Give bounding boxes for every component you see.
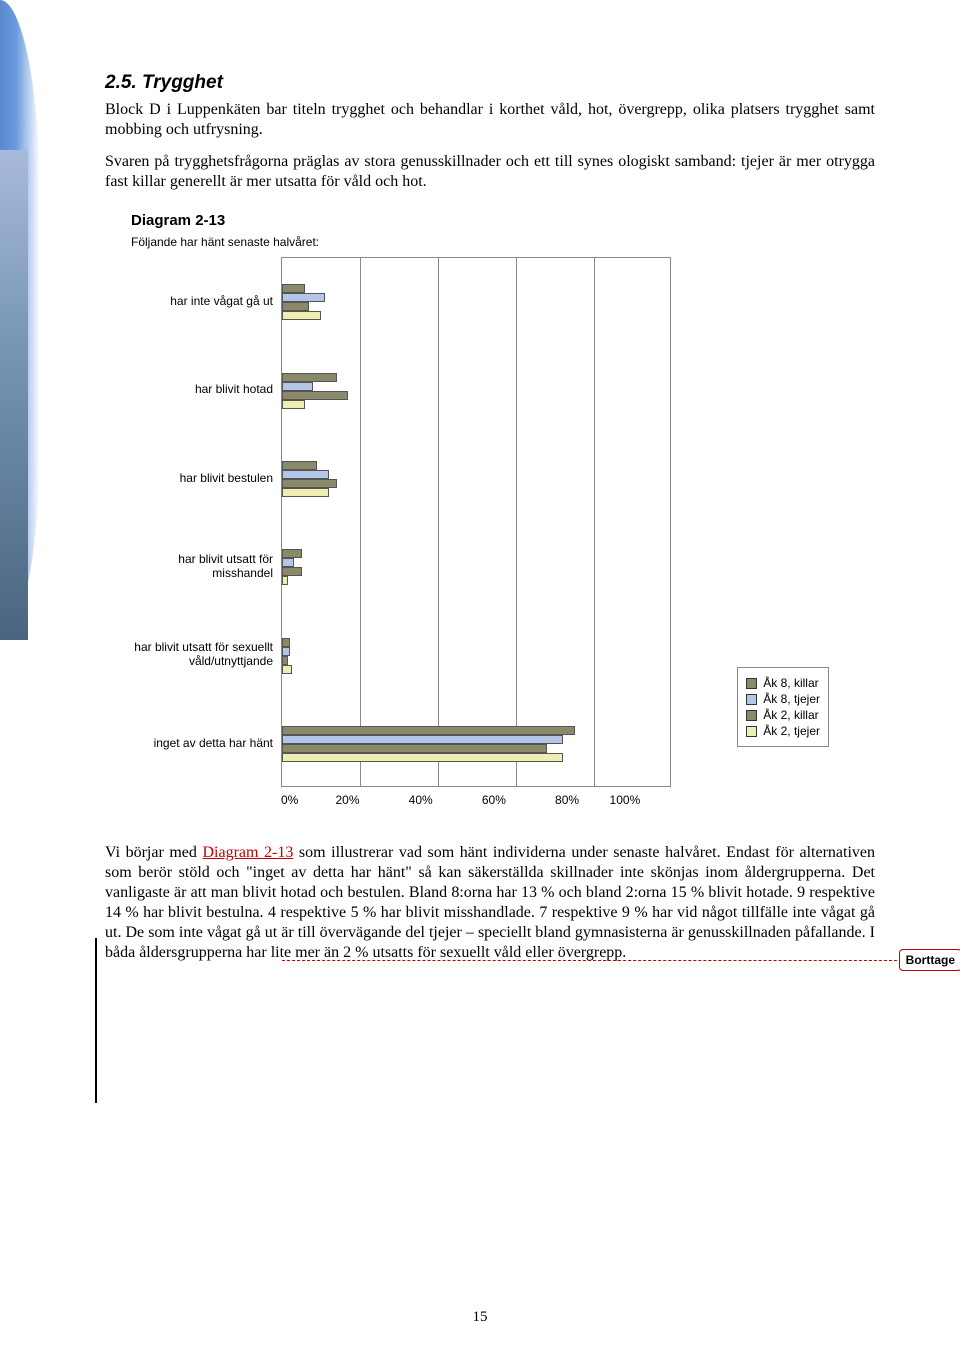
chart-bar xyxy=(282,576,288,585)
x-axis-tick: 0% xyxy=(281,793,298,807)
chart-container: Diagram 2-13 Följande har hänt senaste h… xyxy=(131,212,829,817)
legend-area: Åk 8, killar Åk 8, tjejer Åk 2, killar Åk 2… xyxy=(671,257,829,787)
diagram-link[interactable]: Diagram 2-13 xyxy=(202,844,293,861)
comment-label: Borttage xyxy=(906,953,955,967)
x-axis-tick: 60% xyxy=(482,793,506,807)
chart-bar xyxy=(282,726,575,735)
page-content: 2.5. Trygghet Block D i Luppenkäten bar … xyxy=(105,72,875,975)
chart-bar xyxy=(282,665,292,674)
gridline xyxy=(516,258,517,786)
section-heading: 2.5. Trygghet xyxy=(105,72,875,94)
y-axis-category-label: har blivit hotad xyxy=(131,345,273,433)
intro-paragraph-2: Svaren på trygghetsfrågorna präglas av s… xyxy=(105,152,875,192)
body-prefix: Vi börjar med xyxy=(105,844,202,861)
body-text-block: Vi börjar med Diagram 2-13 som illustrer… xyxy=(105,843,875,963)
revision-mark xyxy=(95,938,97,1103)
y-axis-category-label: inget av detta har hänt xyxy=(131,699,273,787)
legend-label: Åk 8, killar xyxy=(763,676,818,690)
legend-row: Åk 8, tjejer xyxy=(746,692,820,706)
page-photo-strip xyxy=(0,150,28,640)
x-axis-tick: 80% xyxy=(555,793,579,807)
chart-bar xyxy=(282,567,302,576)
legend-row: Åk 8, killar xyxy=(746,676,820,690)
chart-bar xyxy=(282,461,317,470)
legend-label: Åk 2, tjejer xyxy=(763,724,820,738)
chart-bar xyxy=(282,488,329,497)
chart-bar xyxy=(282,400,305,409)
chart-bar xyxy=(282,558,294,567)
chart-bar xyxy=(282,647,290,656)
y-axis-labels: har inte vågat gå uthar blivit hotadhar … xyxy=(131,257,281,787)
legend-swatch xyxy=(746,678,757,689)
comment-bubble[interactable]: Borttage xyxy=(899,949,960,971)
gridline xyxy=(360,258,361,786)
x-axis-tick: 100% xyxy=(610,793,641,807)
legend-swatch xyxy=(746,694,757,705)
legend-swatch xyxy=(746,710,757,721)
chart-bar xyxy=(282,638,290,647)
legend-row: Åk 2, tjejer xyxy=(746,724,820,738)
chart-bar xyxy=(282,382,313,391)
chart-legend: Åk 8, killar Åk 8, tjejer Åk 2, killar Åk 2… xyxy=(737,667,829,747)
chart-bar xyxy=(282,373,337,382)
page-number: 15 xyxy=(473,1309,488,1326)
comment-connector xyxy=(282,960,912,961)
chart-bar xyxy=(282,293,325,302)
legend-swatch xyxy=(746,726,757,737)
gridline xyxy=(594,258,595,786)
body-after: som illustrerar vad som hänt individerna… xyxy=(105,844,875,961)
chart-title: Diagram 2-13 xyxy=(131,212,829,229)
chart-bar xyxy=(282,549,302,558)
x-axis-tick: 20% xyxy=(335,793,359,807)
chart-plot-wrap: har inte vågat gå uthar blivit hotadhar … xyxy=(131,257,829,787)
chart-subtitle: Följande har hänt senaste halvåret: xyxy=(131,235,829,249)
chart-plot-area xyxy=(281,257,671,787)
chart-bar xyxy=(282,470,329,479)
analysis-paragraph: Vi börjar med Diagram 2-13 som illustrer… xyxy=(105,843,875,963)
y-axis-category-label: har blivit bestulen xyxy=(131,434,273,522)
chart-bar xyxy=(282,744,547,753)
y-axis-category-label: har inte vågat gå ut xyxy=(131,257,273,345)
chart-bar xyxy=(282,391,348,400)
x-axis-tick: 40% xyxy=(409,793,433,807)
intro-paragraph-1: Block D i Luppenkäten bar titeln trygghe… xyxy=(105,100,875,140)
gridline xyxy=(438,258,439,786)
y-axis-category-label: har blivit utsatt för misshandel xyxy=(131,522,273,610)
legend-label: Åk 8, tjejer xyxy=(763,692,820,706)
chart-bar xyxy=(282,479,337,488)
legend-label: Åk 2, killar xyxy=(763,708,818,722)
chart-bar xyxy=(282,302,309,311)
y-axis-category-label: har blivit utsatt för sexuellt våld/utny… xyxy=(131,610,273,698)
chart-bar xyxy=(282,311,321,320)
legend-row: Åk 2, killar xyxy=(746,708,820,722)
chart-bar xyxy=(282,735,563,744)
chart-bar xyxy=(282,284,305,293)
chart-bar xyxy=(282,656,288,665)
chart-bar xyxy=(282,753,563,762)
x-axis-labels: 0% 20% 40% 60% 80% 100% xyxy=(281,787,671,807)
